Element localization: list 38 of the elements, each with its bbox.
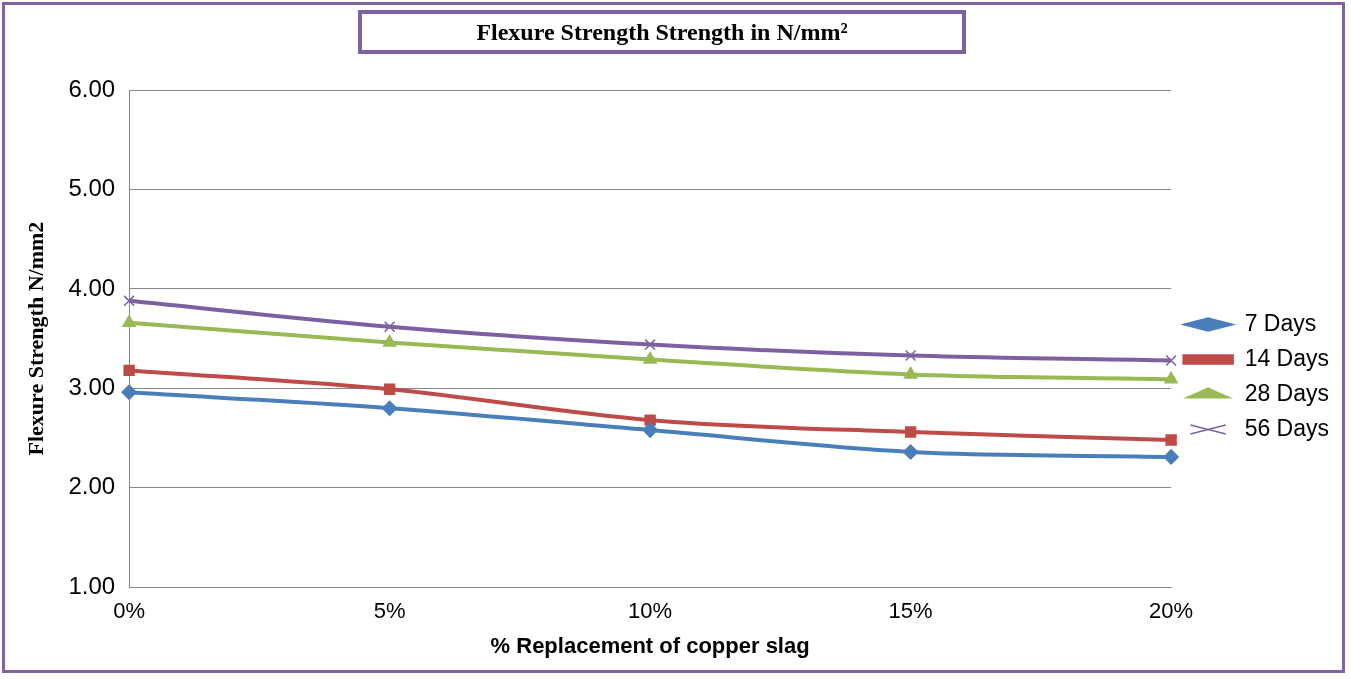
y-axis-title: Flexure Strength N/mm2: [22, 221, 48, 456]
y-tick-label: 3.00: [68, 372, 116, 400]
legend-label: 7 Days: [1244, 309, 1317, 336]
point: [122, 314, 136, 327]
point: [904, 426, 917, 438]
legend-label: 28 Days: [1244, 379, 1329, 406]
y-tick-label: 5.00: [68, 174, 116, 202]
y-tick-label: 2.00: [68, 472, 116, 500]
legend-label: 56 Days: [1244, 414, 1329, 441]
point: [904, 349, 917, 362]
y-tick-label: 4.00: [68, 273, 116, 301]
point: [1163, 449, 1179, 465]
chart-title: Flexure Strength Strength in N/mm²: [358, 10, 966, 54]
point: [382, 334, 397, 347]
x-tick-label: 20%: [1149, 598, 1194, 624]
point: [123, 364, 135, 377]
point: [642, 422, 658, 438]
point: [643, 351, 657, 364]
x-tick-label: 0%: [113, 598, 146, 624]
x-tick-label: 5%: [373, 598, 406, 624]
point: [644, 414, 656, 426]
point: [381, 400, 398, 416]
point: [383, 383, 396, 396]
point: [902, 444, 919, 460]
x-axis-title: % Replacement of copper slag: [490, 632, 810, 658]
x-tick-label: 10%: [628, 598, 673, 624]
legend-label: 14 Days: [1244, 344, 1329, 371]
point: [644, 338, 656, 351]
point: [123, 295, 135, 307]
point: [121, 384, 137, 401]
y-tick-label: 6.00: [68, 74, 116, 102]
point: [383, 320, 396, 333]
point: [1165, 434, 1177, 446]
point: [1165, 354, 1177, 367]
y-tick-label: 1.00: [68, 571, 116, 599]
point: [1164, 371, 1178, 384]
x-tick-label: 15%: [888, 598, 933, 624]
point: [903, 366, 918, 379]
